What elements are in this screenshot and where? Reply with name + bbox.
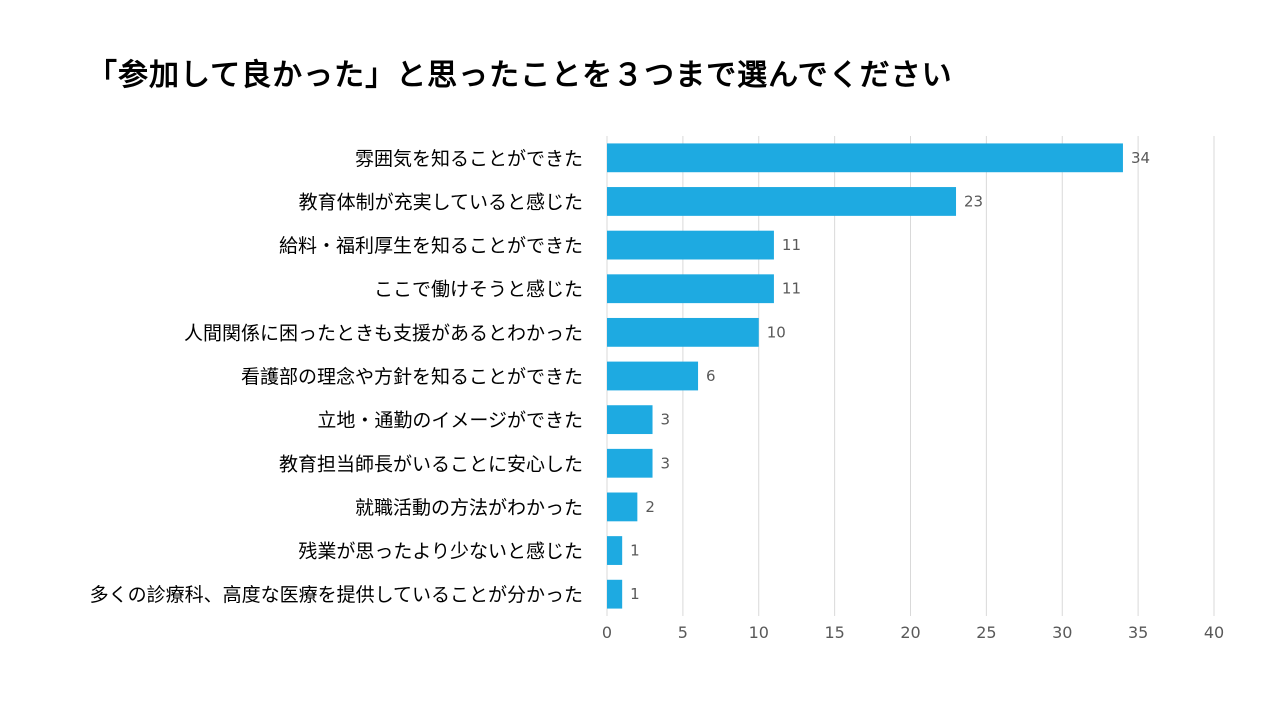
- data-label: 1: [630, 542, 640, 560]
- x-tick-label: 5: [678, 623, 688, 642]
- category-label: 給料・福利厚生を知ることができた: [279, 235, 583, 257]
- category-label: 看護部の理念や方針を知ることができた: [241, 365, 583, 388]
- data-label: 34: [1131, 149, 1150, 167]
- x-tick-label: 0: [602, 623, 612, 642]
- x-axis-ticks: 0 5 10 15 20 25 30 35 40: [602, 623, 1224, 642]
- data-label: 2: [645, 498, 655, 516]
- x-tick-label: 35: [1128, 623, 1148, 642]
- category-label: 人間関係に困ったときも支援があるとわかった: [184, 322, 583, 344]
- bar: [607, 536, 623, 565]
- data-label: 10: [767, 323, 786, 341]
- bar: [607, 448, 653, 478]
- category-label: 教育担当師長がいることに安心した: [279, 453, 583, 475]
- data-label: 23: [964, 192, 983, 210]
- x-tick-label: 40: [1204, 623, 1224, 642]
- category-label: 残業が思ったより少ないと感じた: [298, 541, 583, 563]
- x-tick-label: 25: [976, 623, 996, 642]
- x-tick-label: 30: [1052, 623, 1072, 642]
- bar: [607, 274, 774, 304]
- x-tick-label: 15: [824, 623, 844, 642]
- bar: [607, 230, 774, 260]
- category-labels: 雰囲気を知ることができた教育体制が充実していると感じた給料・福利厚生を知ることが…: [90, 148, 583, 606]
- chart-title: 「参加して良かった」と思ったことを３つまで選んでください: [87, 58, 953, 93]
- data-label: 1: [630, 585, 640, 603]
- bar: [607, 405, 653, 435]
- bar: [607, 317, 759, 347]
- data-label: 11: [782, 280, 801, 298]
- x-tick-label: 10: [749, 623, 769, 642]
- data-label: 11: [782, 236, 801, 254]
- category-label: 教育体制が充実していると感じた: [299, 191, 583, 213]
- bar: [607, 143, 1123, 173]
- data-label: 3: [661, 454, 671, 472]
- data-label: 3: [661, 411, 671, 429]
- bar: [607, 361, 699, 391]
- x-tick-label: 20: [900, 623, 920, 642]
- bars: [607, 143, 1123, 609]
- category-label: 多くの診療科、高度な医療を提供していることが分かった: [90, 584, 583, 606]
- category-label: 立地・通勤のイメージができた: [317, 410, 583, 432]
- category-label: 就職活動の方法がわかった: [355, 497, 583, 519]
- data-label: 6: [706, 367, 716, 385]
- bar: [607, 187, 957, 216]
- bar: [607, 492, 638, 522]
- category-label: 雰囲気を知ることができた: [355, 148, 583, 170]
- category-label: ここで働けそうと感じた: [374, 279, 583, 301]
- bar: [607, 579, 623, 609]
